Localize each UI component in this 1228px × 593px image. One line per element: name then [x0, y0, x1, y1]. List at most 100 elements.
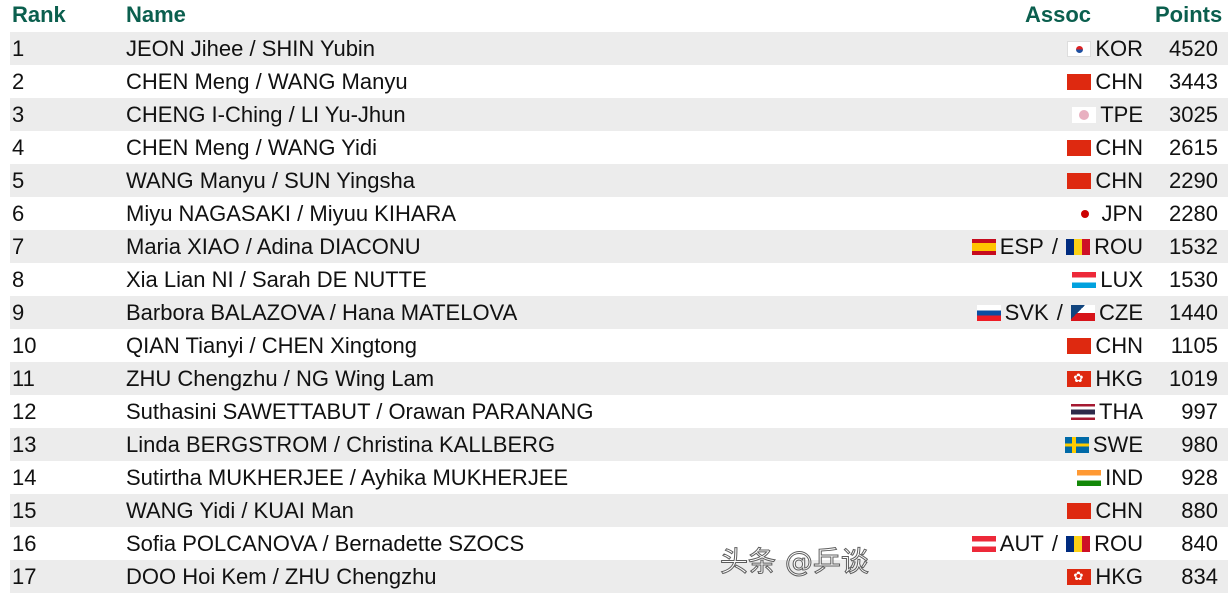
table-row[interactable]: 1 JEON Jihee / SHIN Yubin KOR 4520 — [10, 32, 1228, 65]
flag-hkg-icon — [1067, 362, 1092, 395]
rank-cell: 12 — [12, 399, 37, 424]
assoc-cell: AUT / ROU — [971, 527, 1143, 560]
assoc-cell: SVK / CZE — [976, 296, 1143, 329]
table-row[interactable]: 2 CHEN Meng / WANG Manyu CHN 3443 — [10, 65, 1228, 98]
player-names: CHEN Meng / WANG Manyu — [126, 69, 408, 94]
table-row[interactable]: 9 Barbora BALAZOVA / Hana MATELOVA SVK / C… — [10, 296, 1228, 329]
player-names: DOO Hoi Kem / ZHU Chengzhu — [126, 564, 437, 589]
points-cell: 980 — [1181, 432, 1218, 457]
player-names: CHEN Meng / WANG Yidi — [126, 135, 378, 160]
player-names: Xia Lian NI / Sarah DE NUTTE — [126, 267, 427, 292]
flag-jpn-icon — [1073, 205, 1098, 222]
rank-cell: 1 — [12, 36, 25, 61]
player-names: CHENG I-Ching / LI Yu-Jhun — [126, 102, 406, 127]
flag-cze-icon — [1071, 304, 1095, 321]
player-names: Sutirtha MUKHERJEE / Ayhika MUKHERJEE — [126, 465, 569, 490]
flag-rou-icon — [1066, 535, 1091, 552]
assoc-code: SVK — [1004, 300, 1049, 325]
points-cell: 880 — [1181, 498, 1218, 523]
assoc-code: ESP — [999, 234, 1044, 259]
assoc-code: KOR — [1095, 36, 1143, 61]
table-row[interactable]: 17 DOO Hoi Kem / ZHU Chengzhu HKG 834 — [10, 560, 1228, 593]
assoc-cell: TPE — [1072, 98, 1143, 131]
flag-chn-icon — [1067, 139, 1092, 156]
points-cell: 1019 — [1169, 366, 1218, 391]
table-row[interactable]: 15 WANG Yidi / KUAI Man CHN 880 — [10, 494, 1228, 527]
assoc-cell: HKG — [1067, 560, 1143, 593]
table-row[interactable]: 11 ZHU Chengzhu / NG Wing Lam HKG 1019 — [10, 362, 1228, 395]
player-names: JEON Jihee / SHIN Yubin — [126, 36, 376, 61]
table-row[interactable]: 10 QIAN Tianyi / CHEN Xingtong CHN 1105 — [10, 329, 1228, 362]
assoc-cell: CHN — [1067, 164, 1143, 197]
rank-cell: 10 — [12, 333, 37, 358]
points-cell: 4520 — [1169, 36, 1218, 61]
flag-tha-icon — [1071, 403, 1095, 420]
table-row[interactable]: 6 Miyu NAGASAKI / Miyuu KIHARA JPN 2280 — [10, 197, 1228, 230]
player-names: WANG Manyu / SUN Yingsha — [126, 168, 415, 193]
assoc-code: TPE — [1100, 102, 1143, 127]
assoc-cell: HKG — [1067, 362, 1143, 395]
assoc-code: CHN — [1095, 333, 1143, 358]
points-cell: 3443 — [1169, 69, 1218, 94]
rank-cell: 5 — [12, 168, 25, 193]
assoc-code: ROU — [1094, 531, 1143, 556]
assoc-code: AUT — [999, 531, 1044, 556]
table-row[interactable]: 3 CHENG I-Ching / LI Yu-Jhun TPE 3025 — [10, 98, 1228, 131]
rank-cell: 7 — [12, 234, 25, 259]
rank-cell: 3 — [12, 102, 25, 127]
assoc-code: JPN — [1101, 201, 1143, 226]
rank-cell: 4 — [12, 135, 25, 160]
assoc-cell: CHN — [1067, 131, 1143, 164]
rank-cell: 11 — [12, 366, 35, 391]
rank-cell: 9 — [12, 300, 25, 325]
assoc-code: SWE — [1092, 432, 1143, 457]
header-rank[interactable]: Rank — [12, 2, 66, 27]
assoc-code: HKG — [1095, 366, 1143, 391]
points-cell: 1532 — [1169, 234, 1218, 259]
points-cell: 997 — [1181, 399, 1218, 424]
rank-cell: 13 — [12, 432, 37, 457]
points-cell: 840 — [1181, 531, 1218, 556]
assoc-separator: / — [1045, 234, 1065, 259]
table-row[interactable]: 7 Maria XIAO / Adina DIACONU ESP / ROU 1532 — [10, 230, 1228, 263]
points-cell: 1440 — [1169, 300, 1218, 325]
assoc-code: HKG — [1095, 564, 1143, 589]
assoc-cell: LUX — [1072, 263, 1143, 296]
table-row[interactable]: 5 WANG Manyu / SUN Yingsha CHN 2290 — [10, 164, 1228, 197]
header-name[interactable]: Name — [126, 2, 186, 27]
player-names: Sofia POLCANOVA / Bernadette SZOCS — [126, 531, 525, 556]
points-cell: 2290 — [1169, 168, 1218, 193]
player-names: Miyu NAGASAKI / Miyuu KIHARA — [126, 201, 457, 226]
player-names: Suthasini SAWETTABUT / Orawan PARANANG — [126, 399, 594, 424]
assoc-cell: CHN — [1067, 65, 1143, 98]
flag-hkg-icon — [1067, 560, 1092, 593]
table-row[interactable]: 14 Sutirtha MUKHERJEE / Ayhika MUKHERJEE I… — [10, 461, 1228, 494]
points-cell: 1105 — [1170, 333, 1218, 358]
points-cell: 928 — [1181, 465, 1218, 490]
assoc-code: ROU — [1094, 234, 1143, 259]
table-row[interactable]: 8 Xia Lian NI / Sarah DE NUTTE LUX 1530 — [10, 263, 1228, 296]
header-points[interactable]: Points — [1155, 2, 1223, 27]
rank-cell: 2 — [12, 69, 25, 94]
header-assoc[interactable]: Assoc — [1025, 2, 1092, 27]
table-row[interactable]: 13 Linda BERGSTROM / Christina KALLBERG SW… — [10, 428, 1228, 461]
flag-swe-icon — [1064, 436, 1089, 453]
table-row[interactable]: 16 Sofia POLCANOVA / Bernadette SZOCS AUT … — [10, 527, 1228, 560]
table-row[interactable]: 4 CHEN Meng / WANG Yidi CHN 2615 — [10, 131, 1228, 164]
watermark: 头条 @乒谈 — [720, 545, 870, 579]
table-header: Rank Name Assoc Points — [0, 0, 1228, 32]
player-names: Maria XIAO / Adina DIACONU — [126, 234, 421, 259]
assoc-code: CHN — [1095, 69, 1143, 94]
points-cell: 2615 — [1169, 135, 1218, 160]
flag-lux-icon — [1072, 271, 1097, 288]
assoc-code: IND — [1105, 465, 1143, 490]
table-row[interactable]: 12 Suthasini SAWETTABUT / Orawan PARANANG… — [10, 395, 1228, 428]
assoc-cell: ESP / ROU — [971, 230, 1143, 263]
rank-cell: 15 — [12, 498, 37, 523]
rank-cell: 14 — [12, 465, 37, 490]
flag-rou-icon — [1066, 238, 1091, 255]
assoc-separator: / — [1050, 300, 1069, 325]
player-names: Barbora BALAZOVA / Hana MATELOVA — [126, 300, 518, 325]
assoc-cell: SWE — [1064, 428, 1143, 461]
assoc-code: CHN — [1095, 498, 1143, 523]
